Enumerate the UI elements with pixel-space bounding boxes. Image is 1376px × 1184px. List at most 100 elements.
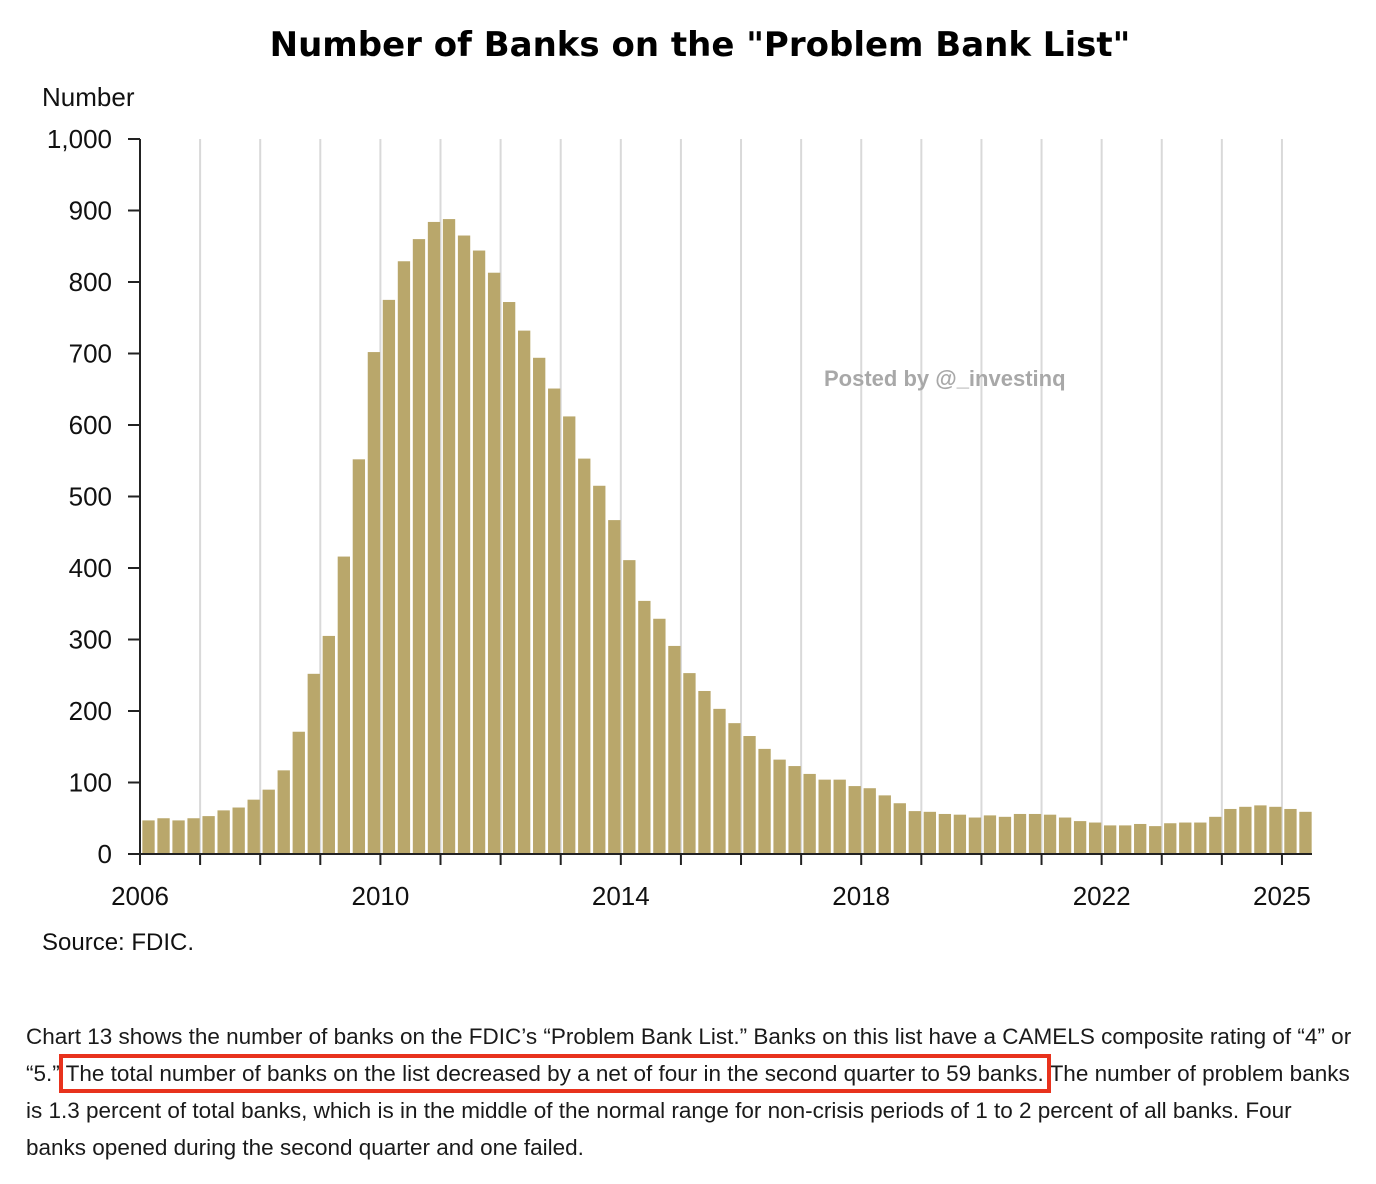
bar-9 <box>277 770 290 854</box>
y-tick-label: 500 <box>69 482 112 512</box>
y-tick-label: 700 <box>69 339 112 369</box>
bar-19 <box>427 221 441 854</box>
bar-8 <box>262 789 275 854</box>
source-note: Source: FDIC. <box>42 929 194 956</box>
grid-lines <box>199 139 1283 854</box>
bar-44 <box>803 773 816 854</box>
bar-29 <box>578 458 591 854</box>
bar-59 <box>1028 813 1042 854</box>
bar-50 <box>893 803 906 854</box>
x-tick-label: 2010 <box>351 881 409 911</box>
bar-25 <box>517 330 531 854</box>
bar-4 <box>202 816 215 854</box>
bar-41 <box>758 748 771 854</box>
bar-43 <box>788 766 801 854</box>
bar-48 <box>863 788 876 854</box>
bar-75 <box>1269 806 1282 854</box>
x-tick-label: 2014 <box>592 881 650 911</box>
bar-28 <box>563 416 576 854</box>
bar-63 <box>1088 822 1102 854</box>
bar-32 <box>623 560 636 854</box>
bar-57 <box>998 816 1012 854</box>
bar-70 <box>1194 822 1207 854</box>
bar-6 <box>232 807 245 854</box>
chart-title: Number of Banks on the "Problem Bank Lis… <box>270 25 1131 65</box>
bar-5 <box>217 810 230 854</box>
bar-42 <box>773 759 786 854</box>
bar-51 <box>908 811 921 854</box>
bar-30 <box>593 485 606 854</box>
bar-74 <box>1254 805 1267 854</box>
bar-76 <box>1284 808 1297 854</box>
bars <box>142 219 1312 855</box>
bar-34 <box>653 618 666 854</box>
bar-18 <box>412 239 426 855</box>
x-tick-label: 2018 <box>832 881 890 911</box>
bar-37 <box>698 690 711 854</box>
x-tick-label: 2022 <box>1073 881 1131 911</box>
bar-7 <box>247 799 260 854</box>
bar-1 <box>157 818 170 854</box>
bar-10 <box>292 731 305 854</box>
y-tick-label: 800 <box>69 267 112 297</box>
y-tick-label: 900 <box>69 196 112 226</box>
bar-31 <box>608 520 621 854</box>
bar-61 <box>1058 817 1072 854</box>
bar-13 <box>337 556 351 854</box>
bar-49 <box>878 795 891 854</box>
bar-15 <box>367 352 381 854</box>
highlighted-sentence: The total number of banks on the list de… <box>58 1054 1051 1093</box>
bar-54 <box>953 814 967 854</box>
bar-24 <box>502 302 516 854</box>
bar-55 <box>968 817 982 854</box>
bar-67 <box>1149 826 1162 854</box>
body-paragraph: Chart 13 shows the number of banks on th… <box>26 1018 1356 1166</box>
bar-2 <box>172 820 185 854</box>
bar-64 <box>1103 825 1117 854</box>
bar-47 <box>848 786 861 854</box>
x-tick-label: 2006 <box>111 881 169 911</box>
chart: Number of Banks on the "Problem Bank Lis… <box>42 25 1312 956</box>
bar-56 <box>983 815 997 854</box>
bar-45 <box>818 779 831 854</box>
bar-46 <box>833 779 846 854</box>
paragraph-text-1: Chart 13 shows the number of banks on th… <box>26 1024 1352 1086</box>
y-axis: 0 100 200 300 400 500 600 700 800 900 1,000 <box>47 124 141 869</box>
bar-0 <box>142 820 155 854</box>
bar-26 <box>533 357 546 854</box>
bar-35 <box>668 645 681 854</box>
bar-23 <box>487 272 501 855</box>
bar-14 <box>352 459 366 854</box>
bar-17 <box>397 261 411 854</box>
bar-65 <box>1119 825 1132 854</box>
bar-52 <box>923 811 937 854</box>
bar-11 <box>307 673 320 854</box>
y-tick-label: 100 <box>69 768 112 798</box>
bar-40 <box>743 736 756 854</box>
bar-77 <box>1299 811 1312 854</box>
y-tick-label: 400 <box>69 553 112 583</box>
x-axis: 2006 2010 2014 2018 2022 2025 <box>111 853 1312 911</box>
y-axis-label: Number <box>42 82 135 112</box>
bar-66 <box>1134 823 1147 854</box>
bar-36 <box>683 673 696 854</box>
bar-20 <box>442 219 456 854</box>
bar-69 <box>1179 822 1192 854</box>
x-tick-label: 2025 <box>1253 881 1311 911</box>
bar-22 <box>472 250 486 855</box>
bar-58 <box>1013 813 1027 854</box>
y-tick-label: 200 <box>69 696 112 726</box>
y-tick-label: 600 <box>69 410 112 440</box>
bar-38 <box>713 708 726 854</box>
watermark-text: Posted by @_investinq <box>824 366 1066 391</box>
y-tick-label: 1,000 <box>47 124 112 154</box>
bar-60 <box>1043 814 1057 854</box>
bar-27 <box>548 388 561 854</box>
bar-12 <box>322 635 335 854</box>
bar-21 <box>457 235 471 854</box>
bar-73 <box>1239 806 1252 854</box>
bar-62 <box>1073 821 1087 854</box>
y-tick-label: 300 <box>69 625 112 655</box>
bar-53 <box>938 813 952 854</box>
y-tick-label: 0 <box>98 839 112 869</box>
